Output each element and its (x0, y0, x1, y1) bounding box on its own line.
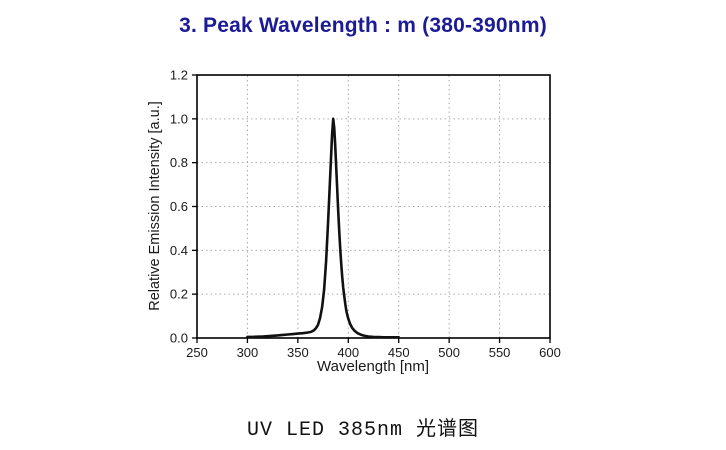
grid-lines (197, 75, 550, 338)
svg-text:400: 400 (337, 345, 359, 360)
svg-text:550: 550 (489, 345, 511, 360)
chart-area: Relative Emission Intensity [a.u.] 250 30… (130, 60, 590, 390)
svg-text:250: 250 (186, 345, 208, 360)
svg-text:1.2: 1.2 (170, 68, 188, 83)
caption: UV LED 385nm 光谱图 (246, 419, 480, 442)
svg-text:0.0: 0.0 (170, 331, 188, 346)
svg-text:350: 350 (287, 345, 309, 360)
x-axis-label: Wavelength [nm] (317, 358, 429, 375)
spectrum-curve (246, 117, 401, 339)
svg-text:0.6: 0.6 (170, 199, 188, 214)
svg-text:450: 450 (388, 345, 410, 360)
svg-text:300: 300 (237, 345, 259, 360)
svg-text:500: 500 (438, 345, 460, 360)
x-tick-labels: 250 300 350 400 450 500 550 600 (186, 345, 561, 360)
svg-text:0.4: 0.4 (170, 243, 188, 258)
spectrum-chart: 250 300 350 400 450 500 550 600 0.0 0.2 0.4 0.6 0.8 1… (170, 68, 561, 361)
svg-text:0.8: 0.8 (170, 155, 188, 170)
svg-text:0.2: 0.2 (170, 287, 188, 302)
svg-text:1.0: 1.0 (170, 111, 188, 126)
y-tick-labels: 0.0 0.2 0.4 0.6 0.8 1.0 1.2 (170, 68, 188, 346)
page-title: 3. Peak Wavelength : m (380-390nm) (179, 14, 547, 37)
svg-text:600: 600 (539, 345, 561, 360)
axis-ticks (192, 74, 551, 343)
